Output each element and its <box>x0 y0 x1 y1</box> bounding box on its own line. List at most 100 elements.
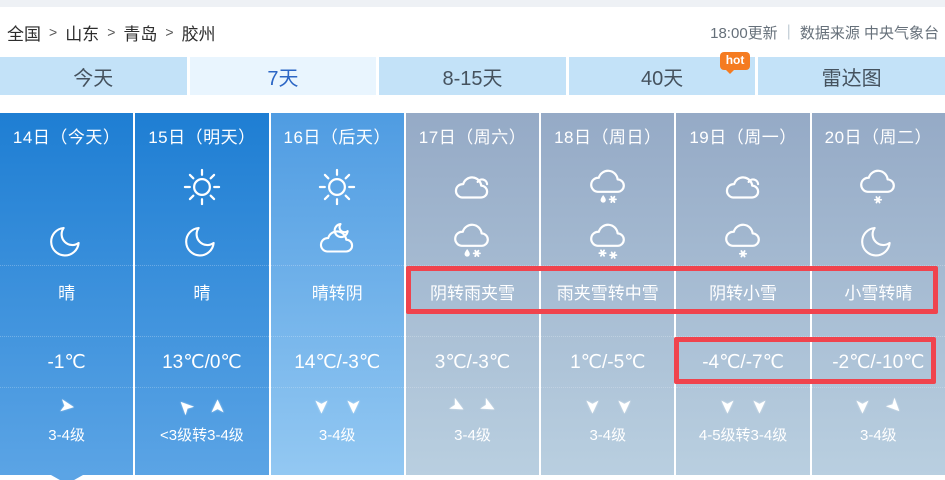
temperature: 13℃/0℃ <box>135 336 269 387</box>
day-column-14[interactable]: 14日（今天） 晴 -1℃ ➤ 3-4级 <box>0 113 134 475</box>
wind-level: <3级转3-4级 <box>160 427 244 444</box>
data-source: 数据来源 中央气象台 <box>799 24 939 42</box>
wind-arrow-icon: ➤ <box>310 398 332 414</box>
night-weather-icon <box>676 217 809 265</box>
wind-arrow-icon: ➤ <box>748 398 770 414</box>
weather-text: 小雪转晴 <box>811 265 945 316</box>
wind-arrow-icon: ➤ <box>476 392 501 420</box>
day-column-15[interactable]: 15日（明天） 晴 13℃/0℃ ➤ ➤ <3级转3-4级 <box>135 113 269 475</box>
temperature: -2℃/-10℃ <box>811 336 945 387</box>
today-indicator-notch <box>51 475 83 480</box>
breadcrumb-separator: > <box>49 24 58 40</box>
temperature: 3℃/-3℃ <box>405 336 540 387</box>
night-weather-icon <box>541 217 674 265</box>
day-weather-icon <box>812 157 945 217</box>
day-date: 19日（周一） <box>689 127 797 147</box>
wind-arrow-icon: ➤ <box>881 392 908 420</box>
update-time: 18:00更新 <box>710 24 778 42</box>
wind-arrow-icon: ➤ <box>581 398 603 414</box>
header: 全国 > 山东 > 青岛 > 胶州 18:00更新 | 数据来源 中央气象台 <box>0 7 945 57</box>
day-column-20[interactable]: 20日（周二） 小雪转晴 -2℃/-10℃ ➤ ➤ 3-4级 <box>811 113 945 475</box>
breadcrumb-province[interactable]: 山东 <box>65 24 100 44</box>
wind-arrows: ➤ ➤ <box>811 387 945 424</box>
wind-arrow-icon: ➤ <box>716 398 738 414</box>
wind-level: 3-4级 <box>860 427 897 444</box>
spacer <box>812 316 945 336</box>
wind-arrows: ➤ ➤ <box>135 387 269 424</box>
day-column-19[interactable]: 19日（周一） 阴转小雪 -4℃/-7℃ ➤ ➤ 4-5级转3-4级 <box>676 113 810 475</box>
breadcrumb-separator: > <box>107 24 116 40</box>
spacer <box>271 316 404 336</box>
wind-level: 3-4级 <box>589 427 627 444</box>
night-weather-icon <box>135 217 268 265</box>
wind-arrow-icon: ➤ <box>172 392 200 420</box>
weather-text: 阴转雨夹雪 <box>405 265 540 316</box>
update-info: 18:00更新 | 数据来源 中央气象台 <box>710 22 939 43</box>
breadcrumb: 全国 > 山东 > 青岛 > 胶州 <box>7 20 216 45</box>
wind-level: 3-4级 <box>454 427 491 444</box>
weather-text: 阴转小雪 <box>676 265 810 316</box>
day-weather-icon <box>271 157 404 217</box>
wind-arrows: ➤ ➤ <box>405 387 540 424</box>
temperature: 1℃/-5℃ <box>541 336 675 387</box>
temperature: -4℃/-7℃ <box>676 336 810 387</box>
day-weather-icon <box>0 157 133 217</box>
wind-arrows: ➤ <box>0 387 134 424</box>
breadcrumb-city[interactable]: 青岛 <box>123 24 158 44</box>
wind-arrow-icon: ➤ <box>851 398 873 414</box>
update-divider: | <box>786 23 791 40</box>
day-weather-icon <box>541 157 674 217</box>
weather-text: 晴 <box>0 265 134 316</box>
tab-8-15day[interactable]: 8-15天 <box>379 57 566 95</box>
spacer <box>541 316 674 336</box>
wind-arrow-icon: ➤ <box>57 394 76 418</box>
day-date: 17日（周六） <box>418 127 527 147</box>
weather-text: 晴转阴 <box>270 265 404 316</box>
wind-arrow-icon: ➤ <box>444 392 469 420</box>
weather-text: 晴 <box>135 265 269 316</box>
day-date: 18日（周日） <box>554 127 662 147</box>
day-column-16[interactable]: 16日（后天） 晴转阴 14℃/-3℃ ➤ ➤ 3-4级 <box>270 113 404 475</box>
breadcrumb-separator: > <box>165 24 174 40</box>
tab-40day-label: 40天 <box>640 67 684 90</box>
day-date: 15日（明天） <box>148 127 256 147</box>
day-date: 14日（今天） <box>12 127 121 147</box>
wind-arrows: ➤ ➤ <box>541 387 675 424</box>
day-column-17[interactable]: 17日（周六） 阴转雨夹雪 3℃/-3℃ ➤ ➤ 3-4级 <box>405 113 540 475</box>
hot-badge: hot <box>719 52 751 74</box>
day-weather-icon <box>135 157 268 217</box>
spacer <box>676 316 809 336</box>
forecast-tabbar: 今天 7天 8-15天 40天 hot 雷达图 <box>0 52 945 95</box>
breadcrumb-district[interactable]: 胶州 <box>181 24 216 44</box>
night-weather-icon <box>406 217 539 265</box>
tab-7day[interactable]: 7天 <box>189 57 377 95</box>
wind-level: 4-5级转3-4级 <box>698 427 788 444</box>
spacer <box>406 316 539 336</box>
wind-arrows: ➤ ➤ <box>270 387 404 424</box>
night-weather-icon <box>271 217 404 265</box>
day-column-18[interactable]: 18日（周日） 雨夹雪转中雪 1℃/-5℃ ➤ ➤ 3-4级 <box>541 113 675 475</box>
wind-arrow-icon: ➤ <box>342 398 364 414</box>
night-weather-icon <box>812 217 945 265</box>
temperature: 14℃/-3℃ <box>270 336 404 387</box>
weather-text: 雨夹雪转中雪 <box>541 265 675 316</box>
day-date: 20日（周二） <box>824 127 933 147</box>
wind-arrow-icon: ➤ <box>207 398 229 414</box>
temperature: -1℃ <box>0 336 134 387</box>
spacer <box>135 316 268 336</box>
day-weather-icon <box>676 157 809 217</box>
breadcrumb-national[interactable]: 全国 <box>7 24 41 44</box>
wind-arrows: ➤ ➤ <box>676 387 810 424</box>
tab-radar[interactable]: 雷达图 <box>758 57 945 95</box>
tab-40day[interactable]: 40天 hot <box>568 52 756 95</box>
forecast-days: 14日（今天） 晴 -1℃ ➤ 3-4级 15日（明天） 晴 13℃/0℃ ➤ … <box>0 113 945 475</box>
night-weather-icon <box>0 217 133 265</box>
day-weather-icon <box>406 157 539 217</box>
spacer <box>0 316 133 336</box>
wind-arrow-icon: ➤ <box>613 398 635 414</box>
tab-today[interactable]: 今天 <box>0 57 187 95</box>
wind-level: 3-4级 <box>318 427 356 444</box>
day-date: 16日（后天） <box>283 127 391 147</box>
wind-level: 3-4级 <box>48 427 85 444</box>
